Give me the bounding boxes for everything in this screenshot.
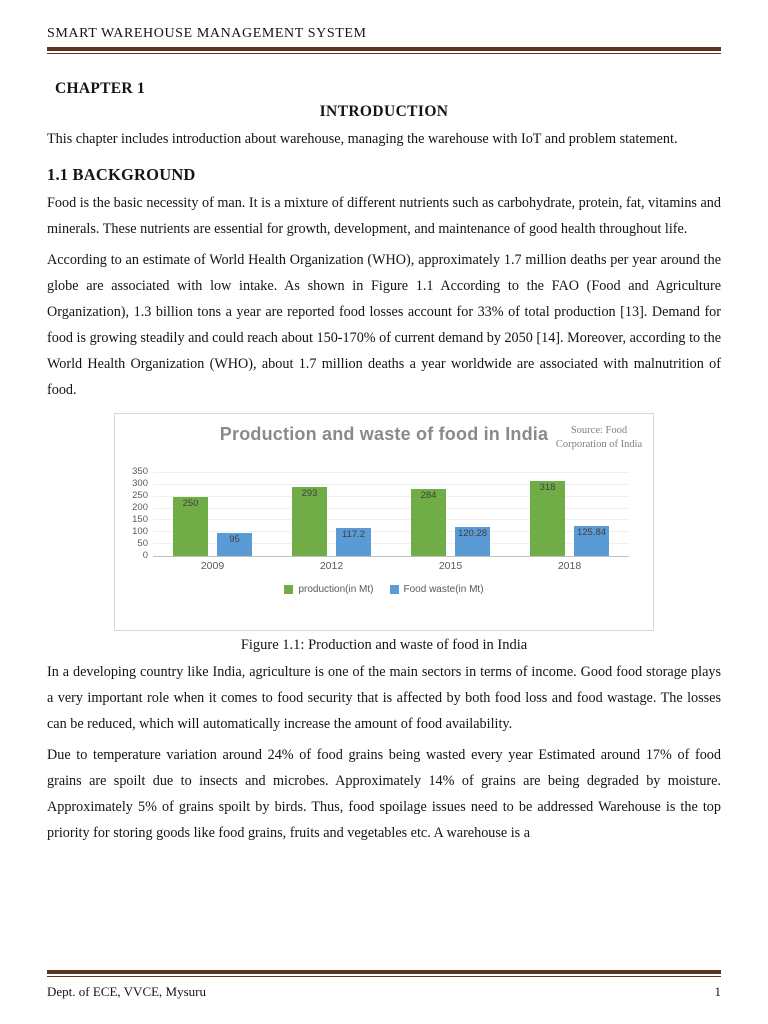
x-tick-label: 2015: [438, 560, 463, 572]
paragraph: Due to temperature variation around 24% …: [47, 747, 721, 841]
chart-header: Production and waste of food in India So…: [123, 424, 645, 450]
bar-value-label: 117.2: [341, 529, 366, 541]
bar: 117.2: [336, 528, 371, 556]
chart-source-note: Source: Food Corporation of India: [555, 425, 643, 450]
x-tick-label: 2012: [319, 560, 344, 572]
x-tick-label: 2018: [557, 560, 582, 572]
gridline: [153, 531, 629, 533]
page-footer: Dept. of ECE, VVCE, Mysuru 1: [0, 959, 768, 1024]
chapter-title: INTRODUCTION: [319, 103, 449, 120]
chart-x-axis: 2009 2012 2015 2018: [153, 560, 645, 572]
bar: 284: [411, 488, 446, 556]
footer-rule-thin: [47, 976, 721, 977]
gridline: [153, 495, 629, 497]
page-header: SMART WAREHOUSE MANAGEMENT SYSTEM: [0, 0, 768, 54]
y-tick-label: 150: [132, 514, 148, 525]
y-tick-label: 250: [132, 490, 148, 501]
y-tick-label: 200: [132, 502, 148, 513]
bar: 293: [292, 486, 327, 556]
footer-department: Dept. of ECE, VVCE, Mysuru: [47, 984, 207, 999]
paragraph: According to an estimate of World Health…: [47, 252, 721, 398]
bar: 95: [217, 533, 252, 556]
gridline: [153, 519, 629, 521]
chart-title: Production and waste of food in India: [219, 424, 549, 444]
page-number: 1: [714, 984, 722, 999]
gridline: [153, 543, 629, 545]
bar-value-label: 120.28: [457, 528, 488, 540]
bar: 318: [530, 480, 565, 556]
header-title: SMART WAREHOUSE MANAGEMENT SYSTEM: [47, 26, 367, 41]
bar-group: 318 125.84: [530, 473, 609, 556]
chapter-label: CHAPTER 1: [55, 80, 146, 97]
gridline: [153, 472, 629, 473]
figure-caption: Figure 1.1: Production and waste of food…: [240, 637, 528, 653]
chart-plot: 250 95 293 117.2 284 120.28 318 125.84: [153, 472, 629, 557]
bar-group: 250 95: [173, 473, 252, 556]
bar: 125.84: [574, 526, 609, 556]
bar-value-label: 318: [539, 481, 556, 493]
y-tick-label: 300: [132, 478, 148, 489]
legend-item: Food waste(in Mt): [389, 584, 484, 595]
header-rule: [47, 47, 721, 54]
bar-value-label: 95: [229, 534, 240, 546]
figure-chart: Production and waste of food in India So…: [114, 413, 654, 631]
chart-y-axis: 0 50 100 150 200 250 300 350: [123, 466, 153, 561]
legend-swatch-icon: [284, 585, 294, 594]
bar: 250: [173, 496, 208, 556]
gridline: [153, 483, 629, 485]
intro-paragraph: This chapter includes introduction about…: [47, 131, 678, 147]
section-heading: 1.1 BACKGROUND: [47, 165, 196, 184]
chart-legend: production(in Mt) Food waste(in Mt): [123, 584, 645, 595]
footer-rule-thick: [47, 970, 721, 974]
footer-row: Dept. of ECE, VVCE, Mysuru 1: [47, 984, 721, 1000]
bar-value-label: 284: [420, 489, 437, 501]
document-content: CHAPTER 1 INTRODUCTION This chapter incl…: [0, 80, 768, 846]
legend-label: Food waste(in Mt): [403, 584, 484, 595]
bar-value-label: 125.84: [576, 527, 607, 539]
chart-area: 0 50 100 150 200 250 300 350 250 95 293 117.2 284 12…: [123, 466, 645, 561]
legend-item: production(in Mt): [284, 584, 374, 595]
header-rule-thick: [47, 47, 721, 51]
y-tick-label: 350: [132, 466, 148, 477]
footer-rule: [47, 970, 721, 977]
legend-swatch-icon: [389, 585, 399, 594]
paragraph: Food is the basic necessity of man. It i…: [47, 195, 721, 237]
x-tick-label: 2009: [200, 560, 225, 572]
y-tick-label: 100: [132, 526, 148, 537]
legend-label: production(in Mt): [298, 584, 374, 595]
bar-value-label: 293: [301, 487, 318, 499]
header-rule-thin: [47, 53, 721, 54]
y-tick-label: 50: [137, 538, 148, 549]
paragraph: In a developing country like India, agri…: [47, 664, 721, 732]
y-tick-label: 0: [142, 550, 148, 561]
gridline: [153, 507, 629, 509]
bar-group: 284 120.28: [411, 473, 490, 556]
bar: 120.28: [455, 527, 490, 556]
bar-group: 293 117.2: [292, 473, 371, 556]
bar-value-label: 250: [182, 497, 199, 509]
chart-groups: 250 95 293 117.2 284 120.28 318 125.84: [153, 473, 629, 556]
